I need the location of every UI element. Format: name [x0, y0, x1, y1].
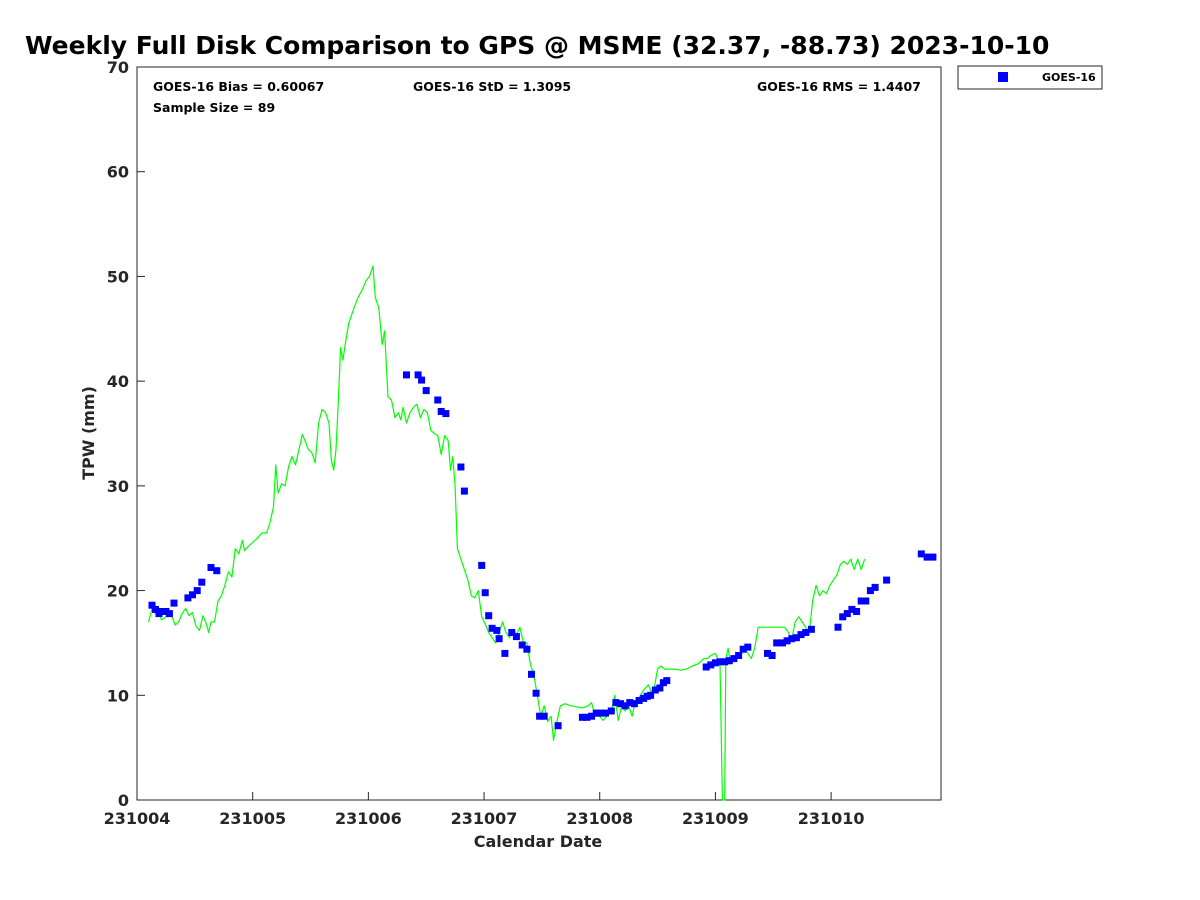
y-tick-label: 60 — [107, 163, 129, 182]
data-point — [423, 387, 430, 394]
data-point — [663, 677, 670, 684]
x-tick-label: 231010 — [798, 809, 865, 828]
legend-label-goes16: GOES-16 — [1042, 71, 1096, 84]
x-tick-label: 231008 — [566, 809, 633, 828]
stat-rms: GOES-16 RMS = 1.4407 — [757, 79, 921, 94]
data-point — [461, 488, 468, 495]
y-tick-label: 20 — [107, 582, 129, 601]
stat-std: GOES-16 StD = 1.3095 — [413, 79, 571, 94]
legend-marker-goes16 — [998, 72, 1008, 82]
x-tick-label: 231004 — [104, 809, 171, 828]
data-point — [485, 612, 492, 619]
data-point — [929, 554, 936, 561]
y-tick-label: 50 — [107, 267, 129, 286]
data-point — [166, 610, 173, 617]
data-point — [808, 626, 815, 633]
x-axis: 231004 231005 231006 231007 231008 231009 2310… — [104, 792, 865, 828]
data-point — [835, 624, 842, 631]
data-point — [403, 371, 410, 378]
stat-sample-size: Sample Size = 89 — [153, 100, 275, 115]
data-point — [171, 600, 178, 607]
data-point — [493, 627, 500, 634]
data-point — [434, 397, 441, 404]
data-point — [418, 377, 425, 384]
data-point — [528, 671, 535, 678]
data-point — [853, 608, 860, 615]
y-tick-label: 70 — [107, 58, 129, 77]
data-point — [523, 646, 530, 653]
legend: GOES-16 — [958, 66, 1102, 89]
x-tick-label: 231005 — [219, 809, 286, 828]
chart-title: Weekly Full Disk Comparison to GPS @ MSM… — [25, 31, 1049, 60]
x-axis-label: Calendar Date — [474, 832, 603, 851]
chart: Weekly Full Disk Comparison to GPS @ MSM… — [0, 0, 1200, 900]
y-tick-label: 0 — [118, 791, 129, 810]
data-point — [442, 410, 449, 417]
data-point — [478, 562, 485, 569]
series-line-gps — [149, 266, 865, 800]
x-tick-label: 231007 — [451, 809, 518, 828]
data-point — [501, 650, 508, 657]
data-point — [194, 587, 201, 594]
data-point — [198, 579, 205, 586]
data-point — [513, 633, 520, 640]
x-tick-label: 231006 — [335, 809, 402, 828]
series-points-goes16 — [149, 371, 937, 729]
data-point — [457, 464, 464, 471]
data-point — [872, 584, 879, 591]
x-tick-label: 231009 — [682, 809, 749, 828]
series-layer — [149, 266, 937, 800]
data-point — [541, 713, 548, 720]
data-point — [883, 577, 890, 584]
data-point — [482, 589, 489, 596]
data-point — [862, 598, 869, 605]
stat-bias: GOES-16 Bias = 0.60067 — [153, 79, 324, 94]
data-point — [496, 635, 503, 642]
data-point — [608, 708, 615, 715]
data-point — [744, 644, 751, 651]
data-point — [213, 567, 220, 574]
data-point — [769, 652, 776, 659]
y-axis: 0 10 20 30 40 50 60 70 — [107, 58, 145, 810]
y-tick-label: 10 — [107, 686, 129, 705]
y-tick-label: 40 — [107, 372, 129, 391]
y-axis-label: TPW (mm) — [79, 386, 98, 480]
data-point — [533, 690, 540, 697]
data-point — [735, 652, 742, 659]
data-point — [555, 722, 562, 729]
y-tick-label: 30 — [107, 477, 129, 496]
